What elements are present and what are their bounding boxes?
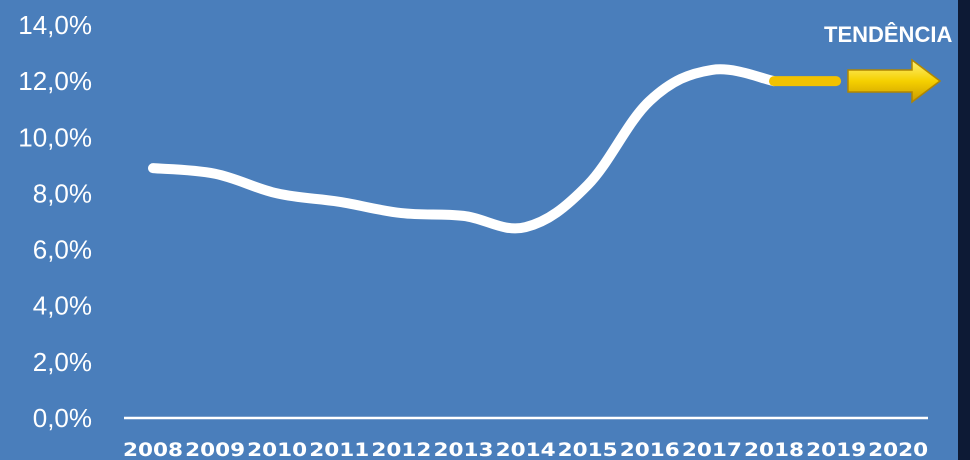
trend-annotation: TENDÊNCIA [824,22,952,47]
y-tick-label: 0,0% [33,403,92,433]
x-tick-label: 2010 [247,439,307,460]
y-tick-label: 6,0% [33,235,92,265]
x-tick-label: 2020 [868,439,928,460]
x-tick-label: 2015 [558,439,618,460]
x-tick-label: 2019 [806,439,866,460]
y-tick-label: 12,0% [18,66,92,96]
y-tick-label: 14,0% [18,10,92,40]
x-tick-label: 2014 [496,439,556,460]
y-tick-label: 8,0% [33,178,92,208]
drop-lines [152,69,838,410]
x-tick-label: 2016 [620,439,680,460]
x-axis-labels: 2008 2009 2010 2011 2012 2013 2014 2015 2016 2017… [123,439,928,460]
x-tick-label: 2012 [371,439,431,460]
x-tick-label: 2018 [744,439,804,460]
x-tick-label: 2013 [434,439,494,460]
x-tick-label: 2008 [123,439,183,460]
y-tick-label: 10,0% [18,122,92,152]
y-tick-label: 4,0% [33,291,92,321]
trend-arrow [847,58,942,104]
x-tick-label: 2009 [185,439,245,460]
x-tick-label: 2011 [309,439,369,460]
series-line [148,64,779,234]
x-tick-label: 2017 [682,439,742,460]
right-edge-bar [958,0,970,460]
y-tick-label: 2,0% [33,347,92,377]
y-axis-labels: 0,0% 2,0% 4,0% 6,0% 8,0% 10,0% 12,0% 14,0% [18,10,92,433]
